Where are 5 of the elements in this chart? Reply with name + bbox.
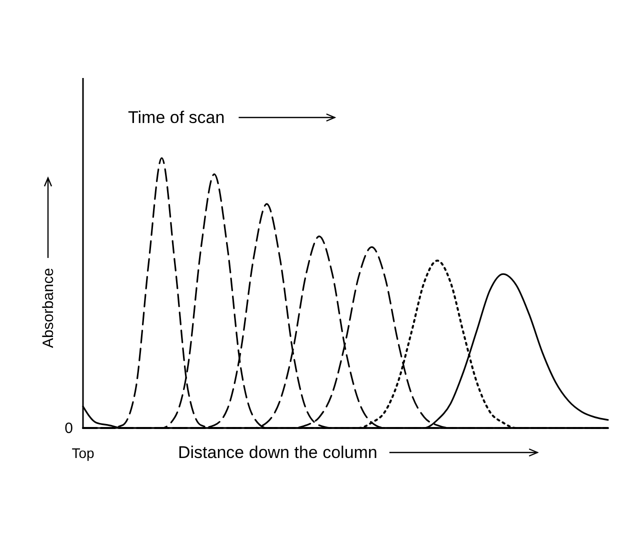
text: 0 bbox=[64, 420, 73, 437]
text: Time of scan bbox=[128, 108, 225, 127]
x-axis-title: Distance down the column bbox=[178, 443, 378, 462]
text: Top bbox=[72, 445, 94, 461]
y-axis-title: Absorbance bbox=[40, 268, 57, 348]
